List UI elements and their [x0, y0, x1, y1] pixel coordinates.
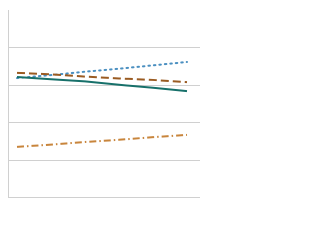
data-line: [16, 60, 188, 80]
data-line: [16, 71, 188, 84]
page: (() => { const data = JSON.parse(documen…: [8, 10, 200, 198]
data-line: [16, 133, 188, 148]
chart: [8, 10, 200, 198]
data-line: [16, 75, 188, 93]
